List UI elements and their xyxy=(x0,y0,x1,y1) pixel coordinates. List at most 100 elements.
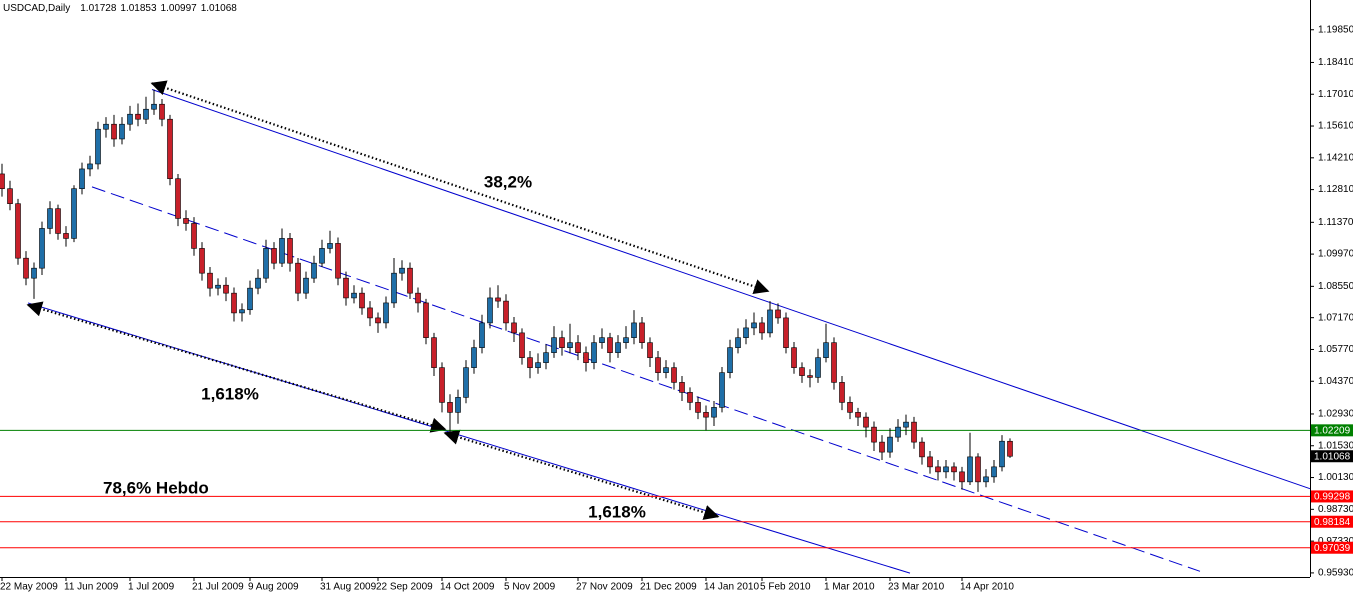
candle-body xyxy=(15,203,21,259)
annotation: 1,618% xyxy=(201,384,259,403)
candle-body xyxy=(615,342,621,353)
candle-body xyxy=(719,372,725,408)
y-tick-label: 1.04370 xyxy=(1318,376,1353,387)
candle-body xyxy=(583,352,589,363)
level-label-box xyxy=(1311,490,1353,503)
candle-body xyxy=(375,317,381,324)
candle-body xyxy=(1007,440,1013,457)
x-tick-label: 21 Dec 2009 xyxy=(640,582,697,593)
y-tick-label: 1.08550 xyxy=(1318,281,1353,292)
candle-body xyxy=(511,322,517,334)
candle-body xyxy=(199,248,205,274)
candle-body xyxy=(935,466,941,473)
x-tick-label: 1 Jul 2009 xyxy=(128,582,175,593)
x-tick-label: 5 Feb 2010 xyxy=(760,582,811,593)
candle-body xyxy=(207,272,213,289)
candle-body xyxy=(775,309,781,319)
dotted-arrow xyxy=(26,301,447,433)
candle-body xyxy=(759,322,765,334)
annotation: 1,618% xyxy=(588,502,646,521)
dotted-arrow xyxy=(150,80,770,294)
y-tick-label: 1.15610 xyxy=(1318,121,1353,132)
candle-body xyxy=(703,412,709,418)
candle-body xyxy=(743,327,749,338)
candle-body xyxy=(567,342,573,348)
candle-body xyxy=(255,277,261,289)
candle-body xyxy=(135,113,141,120)
candle-body xyxy=(343,277,349,299)
candle-body xyxy=(559,337,565,348)
y-tick-label: 0.97330 xyxy=(1318,536,1353,547)
candle-body xyxy=(447,402,453,413)
candle-body xyxy=(423,302,429,338)
y-tick-label: 1.02930 xyxy=(1318,409,1353,420)
level-label: 1.02209 xyxy=(1314,425,1351,436)
candle-body xyxy=(263,248,269,279)
candle-body xyxy=(519,332,525,358)
candle-body xyxy=(463,367,469,398)
candle-body xyxy=(895,426,901,438)
candle-body xyxy=(31,267,37,279)
candle-body xyxy=(79,168,85,190)
candle-body xyxy=(431,337,437,368)
x-tick-label: 27 Nov 2009 xyxy=(576,582,633,593)
candle-body xyxy=(871,426,877,443)
candle-body xyxy=(127,113,133,125)
y-tick-label: 1.09970 xyxy=(1318,249,1353,260)
candle-body xyxy=(119,123,125,140)
candle-body xyxy=(639,322,645,343)
candle-body xyxy=(215,284,221,289)
candle-body xyxy=(807,375,813,378)
x-tick-label: 1 Mar 2010 xyxy=(824,582,875,593)
candle-body xyxy=(879,441,885,453)
current-price-label: 1.01068 xyxy=(1314,451,1351,462)
candle-body xyxy=(391,272,397,304)
candle-body xyxy=(551,337,557,353)
candle-body xyxy=(839,382,845,403)
candle-body xyxy=(951,466,957,473)
candle-body xyxy=(727,347,733,373)
candle-body xyxy=(791,347,797,368)
candle-body xyxy=(687,392,693,403)
x-tick-label: 9 Aug 2009 xyxy=(248,582,299,593)
header-value: 1.01728 xyxy=(80,3,117,14)
candle-body xyxy=(927,456,933,468)
candle-body xyxy=(991,466,997,478)
y-tick-label: 1.17010 xyxy=(1318,89,1353,100)
candle-body xyxy=(599,337,605,343)
candle-body xyxy=(151,103,157,110)
candle-body xyxy=(247,287,253,311)
candle-body xyxy=(471,347,477,368)
candle-body xyxy=(311,262,317,279)
candle-body xyxy=(823,342,829,358)
y-tick-label: 1.19850 xyxy=(1318,24,1353,35)
x-tick-label: 21 Jul 2009 xyxy=(192,582,244,593)
x-tick-label: 5 Nov 2009 xyxy=(504,582,556,593)
current-price-box xyxy=(1311,450,1353,463)
y-tick-label: 1.18410 xyxy=(1318,57,1353,68)
candle-body xyxy=(47,208,53,229)
candle-body xyxy=(959,471,965,483)
candle-body xyxy=(503,300,509,324)
x-tick-label: 31 Aug 2009 xyxy=(320,582,377,593)
symbol-title: USDCAD,Daily xyxy=(3,3,70,14)
candle-body xyxy=(767,309,773,334)
x-tick-label: 22 May 2009 xyxy=(0,582,58,593)
header-value: 1.01068 xyxy=(201,3,238,14)
candle-body xyxy=(799,367,805,376)
y-tick-label: 1.14210 xyxy=(1318,152,1353,163)
candle-body xyxy=(607,337,613,353)
candle-body xyxy=(535,362,541,368)
candle-body xyxy=(351,292,357,299)
candle-body xyxy=(847,402,853,413)
candle-body xyxy=(167,118,173,180)
level-label-box xyxy=(1311,541,1353,554)
candle-body xyxy=(663,367,669,373)
candle-body xyxy=(39,228,45,269)
x-tick-label: 14 Apr 2010 xyxy=(960,582,1014,593)
candle-body xyxy=(671,367,677,383)
candle-body xyxy=(415,292,421,304)
candle-body xyxy=(271,248,277,264)
candle-body xyxy=(487,297,493,324)
